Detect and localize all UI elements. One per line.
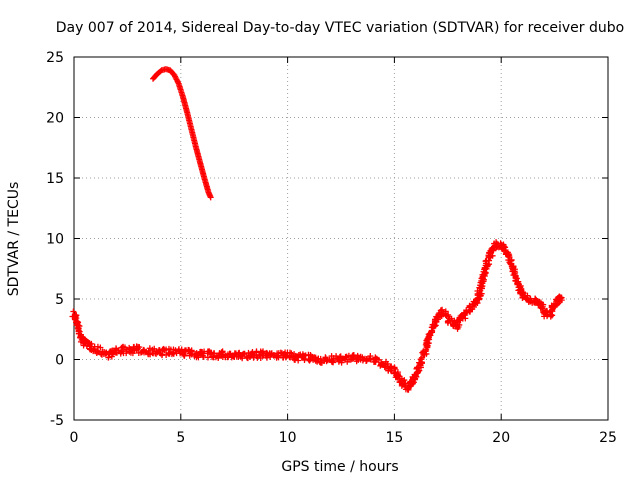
data-point [373,355,380,362]
data-point [489,252,496,259]
x-tick-label: 25 [599,430,617,446]
data-point [506,253,513,260]
data-point [401,380,408,387]
y-tick-label: 5 [55,292,64,308]
data-point [514,279,521,286]
x-tick-label: 15 [385,430,403,446]
data-point [291,356,298,363]
data-point [250,352,257,359]
data-point [181,352,188,359]
data-point [301,355,308,362]
data-point [206,349,213,356]
data-point [219,348,226,355]
data-point [108,353,115,360]
data-point [93,349,100,356]
data-point [133,343,140,350]
data-point [510,263,517,270]
data-point [471,301,478,308]
chart-title: Day 007 of 2014, Sidereal Day-to-day VTE… [56,20,624,36]
data-point [466,302,473,309]
grid [74,57,608,420]
data-point [245,349,252,356]
data-point [439,306,446,313]
data-point [70,308,77,315]
data-point [359,354,366,361]
data-point [413,373,420,380]
data-point [246,354,253,361]
data-point [207,194,214,201]
y-tick-label: 0 [55,353,64,369]
data-point [97,344,104,351]
data-point [382,363,389,370]
data-point [406,382,413,389]
axis-ticks: 0 5 10 15 20 25 -5 0 5 10 15 20 25 [46,50,617,446]
data-point [395,372,402,379]
data-point [470,303,477,310]
data-point [76,328,83,335]
y-tick-label: 25 [46,50,64,66]
data-point [113,349,120,356]
data-point [324,356,331,363]
series-high-arc [150,66,214,201]
data-point [367,352,374,359]
data-point [105,354,112,361]
y-tick-label: 15 [46,171,64,187]
y-axis-label: SDTVAR / TECUs [6,182,22,297]
data-points [69,66,565,393]
data-point [260,348,267,355]
data-point [512,275,519,282]
data-point [126,344,133,351]
series-main-track [69,239,565,393]
data-point [454,321,461,328]
data-point [539,303,546,310]
data-point [477,287,484,294]
data-point [145,347,152,354]
data-point [501,244,508,251]
data-point [478,290,485,297]
x-tick-label: 5 [176,430,185,446]
data-point [344,358,351,365]
data-point [505,250,512,257]
data-point [467,306,474,313]
data-point [342,353,349,360]
y-tick-label: -5 [50,413,64,429]
y-tick-label: 20 [46,111,64,127]
data-point [500,243,507,250]
data-point [387,367,394,374]
data-point [136,344,143,351]
data-point [420,351,427,358]
x-tick-label: 10 [279,430,297,446]
x-axis-label: GPS time / hours [281,459,398,475]
data-point [338,359,345,366]
x-tick-label: 0 [70,430,79,446]
data-point [556,294,563,301]
data-point [525,298,532,305]
data-point [215,354,222,361]
x-tick-label: 20 [492,430,510,446]
data-point [436,312,443,319]
y-tick-label: 10 [46,232,64,248]
data-point [372,358,379,365]
